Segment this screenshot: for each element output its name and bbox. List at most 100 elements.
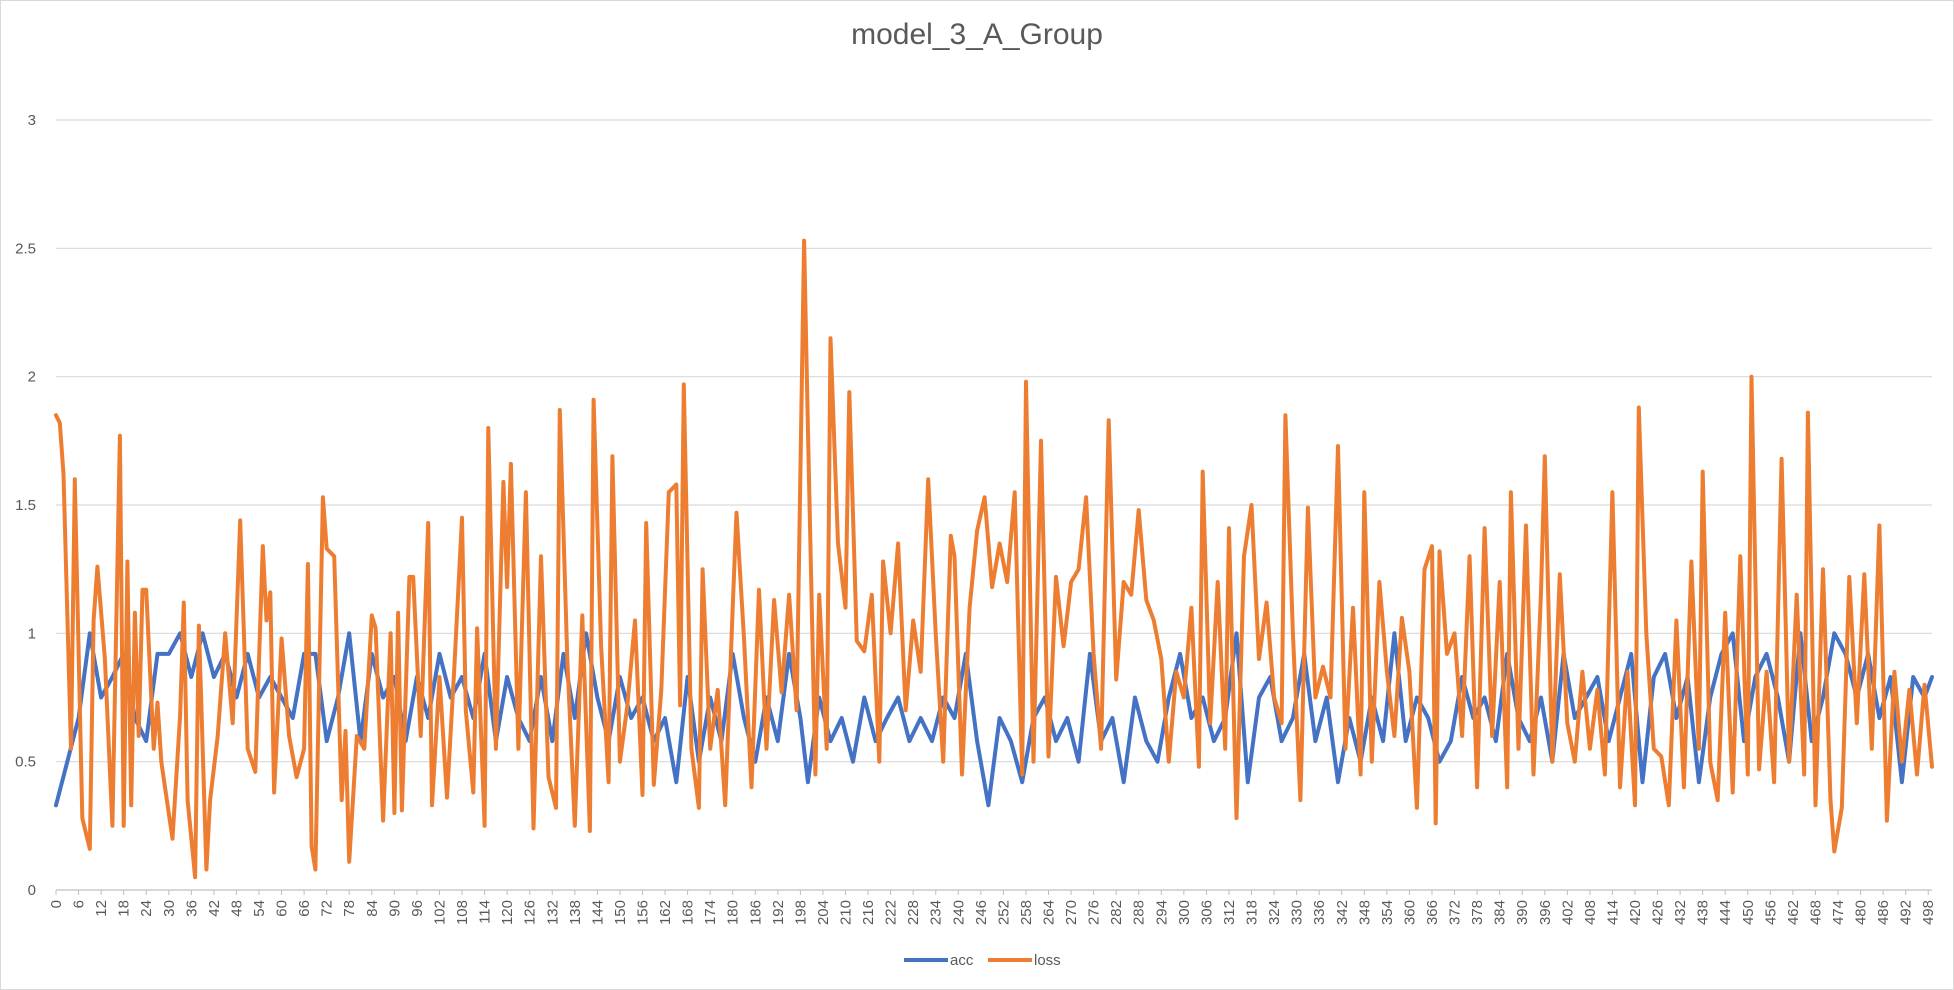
x-tick-label: 162 <box>657 900 674 925</box>
y-tick-label: 2.5 <box>15 240 36 257</box>
x-tick-label: 246 <box>973 900 990 925</box>
x-tick-label: 348 <box>1356 900 1373 925</box>
x-tick-label: 48 <box>228 900 245 917</box>
x-tick-label: 384 <box>1492 900 1509 925</box>
y-tick-label: 1 <box>28 625 36 642</box>
x-tick-label: 324 <box>1266 900 1283 925</box>
x-tick-label: 468 <box>1807 900 1824 925</box>
x-tick-label: 480 <box>1853 900 1870 925</box>
x-tick-label: 30 <box>161 900 178 917</box>
x-tick-label: 240 <box>950 900 967 925</box>
x-tick-label: 252 <box>995 900 1012 925</box>
y-tick-label: 1.5 <box>15 497 36 514</box>
y-axis-tick-labels: 0 0.5 1 1.5 2 2.5 3 <box>15 112 36 899</box>
x-tick-label: 420 <box>1627 900 1644 925</box>
x-tick-label: 84 <box>364 900 381 917</box>
x-tick-label: 444 <box>1717 900 1734 925</box>
x-tick-label: 102 <box>431 900 448 925</box>
x-tick-label: 456 <box>1762 900 1779 925</box>
legend-label-loss: loss <box>1034 952 1061 969</box>
x-tick-label: 66 <box>296 900 313 917</box>
x-tick-label: 204 <box>815 900 832 925</box>
x-tick-label: 426 <box>1650 900 1667 925</box>
x-tick-label: 180 <box>725 900 742 925</box>
x-tick-label: 414 <box>1604 900 1621 925</box>
x-tick-label: 438 <box>1695 900 1712 925</box>
x-tick-label: 138 <box>567 900 584 925</box>
x-tick-label: 492 <box>1898 900 1915 925</box>
x-tick-label: 396 <box>1537 900 1554 925</box>
x-tick-label: 132 <box>544 900 561 925</box>
x-tick-label: 60 <box>274 900 291 917</box>
chart-title: model_3_A_Group <box>851 18 1103 51</box>
series-lines <box>54 238 1934 880</box>
x-tick-label: 264 <box>1041 900 1058 925</box>
x-tick-label: 210 <box>837 900 854 925</box>
x-tick-label: 294 <box>1153 900 1170 925</box>
x-tick-label: 78 <box>341 900 358 917</box>
x-tick-label: 54 <box>251 900 268 917</box>
x-tick-label: 390 <box>1514 900 1531 925</box>
x-tick-label: 318 <box>1244 900 1261 925</box>
x-tick-label: 0 <box>48 900 65 908</box>
x-tick-label: 216 <box>860 900 877 925</box>
x-tick-label: 150 <box>612 900 629 925</box>
y-tick-label: 2 <box>28 369 36 386</box>
x-tick-label: 114 <box>477 900 494 924</box>
x-tick-label: 408 <box>1582 900 1599 925</box>
x-tick-label: 186 <box>747 900 764 925</box>
x-tick-label: 24 <box>138 900 155 917</box>
x-tick-label: 276 <box>1086 900 1103 925</box>
x-tick-label: 234 <box>928 900 945 925</box>
x-tick-label: 198 <box>792 900 809 925</box>
x-tick-label: 288 <box>1131 900 1148 925</box>
x-tick-label: 462 <box>1785 900 1802 925</box>
x-tick-label: 18 <box>116 900 133 917</box>
x-tick-label: 12 <box>93 900 110 917</box>
x-tick-label: 432 <box>1672 900 1689 925</box>
x-tick-label: 258 <box>1018 900 1035 925</box>
y-tick-label: 3 <box>28 112 36 129</box>
x-tick-label: 402 <box>1559 900 1576 925</box>
series-line-loss <box>54 238 1934 880</box>
x-tick-label: 306 <box>1198 900 1215 925</box>
x-tick-label: 312 <box>1221 900 1238 925</box>
x-tick-label: 498 <box>1920 900 1937 925</box>
gridlines <box>56 119 1932 891</box>
x-tick-label: 36 <box>183 900 200 917</box>
x-tick-label: 270 <box>1063 900 1080 925</box>
x-tick-label: 378 <box>1469 900 1486 925</box>
legend-label-acc: acc <box>950 952 974 969</box>
x-tick-label: 450 <box>1740 900 1757 925</box>
x-tick-label: 156 <box>634 900 651 925</box>
x-tick-label: 126 <box>522 900 539 925</box>
x-tick-label: 96 <box>409 900 426 917</box>
x-tick-label: 108 <box>454 900 471 925</box>
y-tick-label: 0 <box>28 882 36 899</box>
x-tick-label: 168 <box>680 900 697 925</box>
x-tick-label: 120 <box>499 900 516 925</box>
x-tick-label: 282 <box>1108 900 1125 925</box>
x-tick-label: 300 <box>1176 900 1193 925</box>
x-tick-label: 192 <box>770 900 787 925</box>
x-tick-label: 474 <box>1830 900 1847 925</box>
x-tick-label: 174 <box>702 900 719 925</box>
x-tick-label: 330 <box>1289 900 1306 925</box>
x-tick-label: 486 <box>1875 900 1892 925</box>
x-tick-label: 336 <box>1311 900 1328 925</box>
x-tick-label: 222 <box>883 900 900 925</box>
x-tick-label: 144 <box>589 900 606 925</box>
x-tick-label: 6 <box>71 900 88 908</box>
x-tick-label: 342 <box>1334 900 1351 925</box>
x-tick-label: 90 <box>386 900 403 917</box>
x-tick-label: 72 <box>319 900 336 917</box>
x-tick-label: 228 <box>905 900 922 925</box>
x-tick-label: 360 <box>1401 900 1418 925</box>
x-tick-label: 372 <box>1447 900 1464 925</box>
x-axis-tick-labels: 0 6 12 18 24 30 36 42 48 54 60 66 72 78 84 90 96 102 108 11… <box>48 890 1937 925</box>
x-tick-label: 354 <box>1379 900 1396 925</box>
x-tick-label: 366 <box>1424 900 1441 925</box>
legend: acc loss <box>904 952 1061 969</box>
